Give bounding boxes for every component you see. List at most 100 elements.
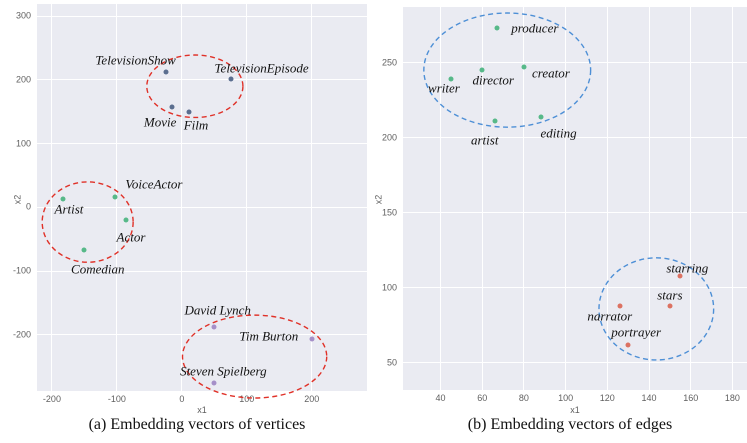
y-axis-label: x2 xyxy=(12,194,23,205)
gridline xyxy=(606,7,608,390)
cluster-ellipses-layer xyxy=(423,12,715,361)
y-tick-label: 0 xyxy=(25,201,31,212)
x-tick-label: 60 xyxy=(477,393,488,403)
label-david-lynch: David Lynch xyxy=(184,302,251,318)
gridline xyxy=(37,79,367,81)
x-tick-label: 40 xyxy=(435,393,446,403)
x-tick-label: 200 xyxy=(304,394,320,404)
point-narrator xyxy=(617,303,623,309)
x-tick-label: 140 xyxy=(641,393,657,403)
point-writer xyxy=(448,76,454,82)
x-tick-label: -200 xyxy=(42,394,61,404)
point-director xyxy=(479,67,485,73)
label-portrayer: portrayer xyxy=(611,324,662,340)
label-starring: starring xyxy=(666,260,709,276)
label-stars: stars xyxy=(657,287,683,303)
y-tick-label: 250 xyxy=(381,57,397,68)
y-tick-label: 50 xyxy=(386,357,397,368)
label-producer: producer xyxy=(511,20,559,36)
label-movie: Movie xyxy=(143,114,177,130)
gridline xyxy=(481,7,483,390)
subplot-a-vertices: x2 -200 -100 0 100 200 -200 -100 0 100 200 300 Tele… xyxy=(0,0,373,443)
label-creator: creator xyxy=(532,65,570,81)
point-portrayer xyxy=(625,342,631,348)
gridline xyxy=(37,15,367,17)
y-tick-label: 300 xyxy=(15,10,31,21)
gridline xyxy=(403,212,747,214)
point-voiceactor xyxy=(112,194,118,200)
gridline xyxy=(403,362,747,364)
label-writer: writer xyxy=(428,80,460,96)
x-tick-label: -100 xyxy=(107,394,126,404)
label-steven-spielberg: Steven Spielberg xyxy=(180,363,267,379)
gridline xyxy=(403,62,747,64)
cluster-ellipse xyxy=(598,257,715,361)
gridline xyxy=(37,206,367,208)
x-tick-label: 160 xyxy=(683,393,699,403)
point-comedian xyxy=(81,247,87,253)
x-tick-label: 80 xyxy=(518,393,529,403)
label-comedian: Comedian xyxy=(71,261,125,277)
point-tim-burton xyxy=(309,336,315,342)
cluster-ellipse xyxy=(181,314,328,399)
y-tick-label: -100 xyxy=(12,265,31,276)
y-tick-label: 200 xyxy=(15,74,31,85)
label-editing: editing xyxy=(540,125,577,141)
x-axis-label: x1 xyxy=(197,405,207,415)
point-televisionshow xyxy=(163,69,169,75)
y-axis-label: x2 xyxy=(373,194,384,205)
point-actor xyxy=(123,217,129,223)
point-starring xyxy=(677,273,683,279)
label-director: director xyxy=(472,72,514,88)
x-axis-label: x1 xyxy=(570,405,580,415)
y-tick-label: 100 xyxy=(15,138,31,149)
x-tick-label: 100 xyxy=(558,393,574,403)
cluster-ellipses-layer xyxy=(41,54,328,399)
point-producer xyxy=(494,25,500,31)
gridline xyxy=(440,7,442,390)
label-narrator: narrator xyxy=(587,308,633,324)
point-artist xyxy=(492,118,498,124)
gridline xyxy=(403,137,747,139)
y-tick-label: -200 xyxy=(12,329,31,340)
subplot-b-edges: x2 40 60 80 100 120 140 160 180 50 100 150 200 250 pr… xyxy=(373,0,747,443)
subplot-caption: (b) Embedding vectors of edges xyxy=(467,416,673,433)
gridline xyxy=(37,334,367,336)
y-tick-label: 200 xyxy=(381,132,397,143)
point-televisionepisode xyxy=(228,76,234,82)
point-creator xyxy=(521,64,527,70)
x-tick-label: 0 xyxy=(179,394,185,404)
gridline xyxy=(37,143,367,145)
y-tick-label: 100 xyxy=(381,282,397,293)
gridline xyxy=(565,7,567,390)
label-actor: Actor xyxy=(116,229,146,245)
x-tick-label: 100 xyxy=(239,394,255,404)
point-editing xyxy=(538,114,544,120)
label-voiceactor: VoiceActor xyxy=(125,176,183,192)
label-televisionepisode: TelevisionEpisode xyxy=(214,60,309,76)
label-artist: Artist xyxy=(54,201,84,217)
gridline xyxy=(181,4,183,391)
plot-area: -200 -100 0 100 200 -200 -100 0 100 200 300 Televis… xyxy=(13,4,367,404)
subplot-caption: (a) Embedding vectors of vertices xyxy=(88,416,306,433)
gridline xyxy=(523,7,525,390)
label-film: Film xyxy=(183,117,209,133)
gridline xyxy=(731,7,733,390)
cluster-ellipse xyxy=(146,54,244,119)
gridline xyxy=(246,4,248,391)
gridline xyxy=(37,270,367,272)
gridline xyxy=(690,7,692,390)
label-artist: artist xyxy=(470,132,499,148)
gridline xyxy=(403,287,747,289)
point-artist xyxy=(60,196,66,202)
point-movie xyxy=(169,104,175,110)
x-tick-label: 180 xyxy=(724,393,740,403)
plot-area: 40 60 80 100 120 140 160 180 50 100 150 200 250 produ… xyxy=(382,7,747,403)
point-stars xyxy=(667,303,673,309)
label-tim-burton: Tim Burton xyxy=(239,328,299,344)
point-steven-spielberg xyxy=(211,380,217,386)
point-david-lynch xyxy=(211,324,217,330)
point-film xyxy=(186,109,192,115)
x-tick-label: 120 xyxy=(599,393,615,403)
